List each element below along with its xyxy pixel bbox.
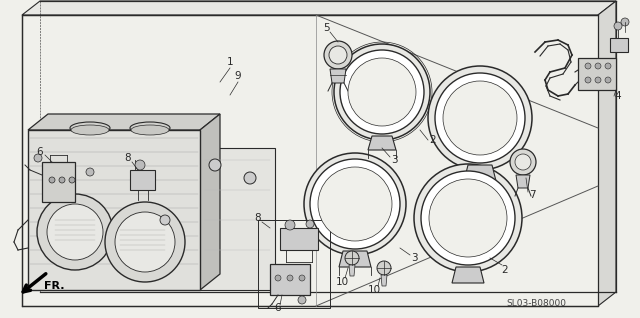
- Polygon shape: [598, 1, 616, 306]
- Ellipse shape: [70, 122, 110, 134]
- Circle shape: [105, 202, 185, 282]
- Text: 3: 3: [390, 155, 397, 165]
- Circle shape: [298, 296, 306, 304]
- Circle shape: [115, 212, 175, 272]
- Text: 1: 1: [227, 57, 234, 67]
- Circle shape: [595, 77, 601, 83]
- Circle shape: [340, 50, 424, 134]
- Circle shape: [310, 159, 400, 249]
- Text: 10: 10: [367, 285, 381, 295]
- Circle shape: [86, 168, 94, 176]
- Circle shape: [37, 194, 113, 270]
- Polygon shape: [22, 1, 616, 15]
- Polygon shape: [610, 38, 628, 52]
- Polygon shape: [330, 69, 346, 83]
- Polygon shape: [452, 267, 484, 283]
- Text: 6: 6: [36, 147, 44, 157]
- Circle shape: [585, 77, 591, 83]
- Circle shape: [348, 58, 416, 126]
- Text: 7: 7: [529, 190, 535, 200]
- Polygon shape: [200, 148, 275, 290]
- Circle shape: [585, 63, 591, 69]
- Text: 8: 8: [255, 213, 261, 223]
- Polygon shape: [368, 136, 396, 150]
- Circle shape: [135, 160, 145, 170]
- Polygon shape: [270, 264, 310, 295]
- Circle shape: [304, 153, 406, 255]
- Text: 5: 5: [323, 23, 330, 33]
- Text: 4: 4: [614, 91, 621, 101]
- Polygon shape: [28, 114, 220, 130]
- Polygon shape: [130, 170, 155, 190]
- Circle shape: [614, 22, 622, 30]
- Ellipse shape: [71, 125, 109, 135]
- Circle shape: [59, 177, 65, 183]
- Polygon shape: [280, 228, 318, 250]
- Circle shape: [429, 179, 507, 257]
- Circle shape: [421, 171, 515, 265]
- Polygon shape: [28, 130, 200, 290]
- Circle shape: [605, 77, 611, 83]
- Circle shape: [244, 172, 256, 184]
- Text: 2: 2: [429, 135, 436, 145]
- Polygon shape: [381, 275, 387, 286]
- Circle shape: [510, 149, 536, 175]
- Circle shape: [428, 66, 532, 170]
- Circle shape: [324, 41, 352, 69]
- Text: 9: 9: [235, 71, 241, 81]
- Circle shape: [275, 275, 281, 281]
- Polygon shape: [578, 58, 616, 90]
- Circle shape: [47, 204, 103, 260]
- Circle shape: [515, 154, 531, 170]
- Circle shape: [621, 18, 629, 26]
- Polygon shape: [339, 251, 371, 267]
- Circle shape: [595, 63, 601, 69]
- Circle shape: [287, 275, 293, 281]
- Circle shape: [69, 177, 75, 183]
- Text: 3: 3: [411, 253, 417, 263]
- Ellipse shape: [130, 122, 170, 134]
- Circle shape: [285, 220, 295, 230]
- Ellipse shape: [131, 125, 169, 135]
- Text: FR.: FR.: [44, 281, 65, 291]
- Circle shape: [414, 164, 522, 272]
- Circle shape: [209, 159, 221, 171]
- Circle shape: [306, 220, 314, 228]
- Circle shape: [49, 177, 55, 183]
- Polygon shape: [349, 265, 355, 276]
- Circle shape: [443, 81, 517, 155]
- Circle shape: [34, 154, 42, 162]
- Text: 10: 10: [335, 277, 349, 287]
- Circle shape: [329, 46, 347, 64]
- Polygon shape: [200, 114, 220, 290]
- Polygon shape: [516, 175, 530, 188]
- Circle shape: [318, 167, 392, 241]
- Circle shape: [160, 215, 170, 225]
- Circle shape: [605, 63, 611, 69]
- Circle shape: [345, 251, 359, 265]
- Text: SL03-B08000: SL03-B08000: [506, 299, 566, 308]
- Circle shape: [435, 73, 525, 163]
- Text: 6: 6: [275, 303, 282, 313]
- Circle shape: [299, 275, 305, 281]
- Text: 8: 8: [125, 153, 131, 163]
- Polygon shape: [464, 165, 496, 181]
- Polygon shape: [22, 15, 598, 306]
- Polygon shape: [42, 162, 75, 202]
- Circle shape: [334, 44, 430, 140]
- Circle shape: [377, 261, 391, 275]
- Text: 2: 2: [502, 265, 508, 275]
